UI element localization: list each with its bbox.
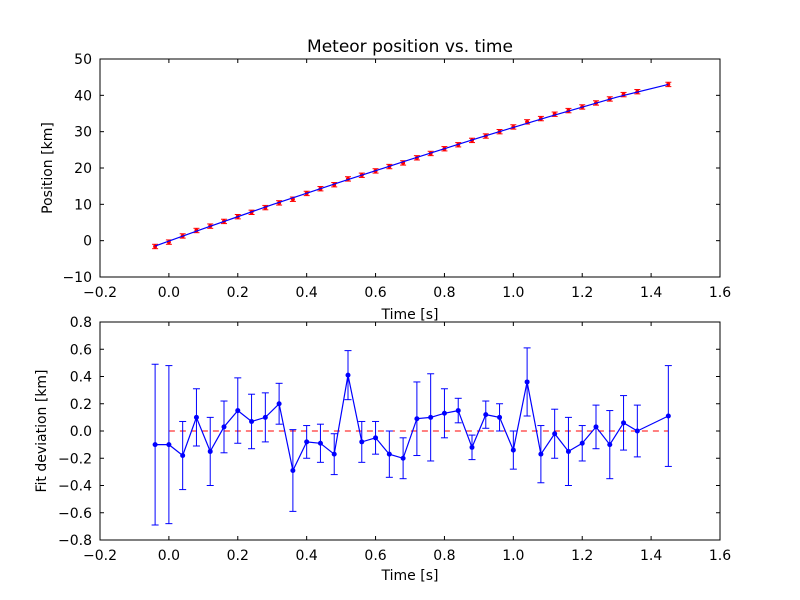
deviation-data-point (607, 442, 613, 448)
position-x-tick-label: 0.2 (227, 285, 249, 301)
deviation-data-point (483, 412, 489, 418)
deviation-y-tick-label: −0.4 (58, 479, 92, 495)
deviation-data-point (276, 401, 282, 407)
deviation-data-point (304, 439, 310, 445)
deviation-chart: −0.2 0.0 0.2 0.4 0.6 0.8 1.0 1.2 1.4 1.6 −0.8 −0.6… (34, 315, 731, 584)
deviation-data-point (538, 451, 544, 457)
position-fit-line (154, 83, 669, 247)
deviation-data-point (565, 448, 571, 454)
deviation-y-tick-label: −0.6 (58, 506, 92, 522)
deviation-data-point (152, 442, 158, 448)
deviation-y-tick-label: −0.2 (58, 451, 92, 467)
deviation-data-point (634, 428, 640, 434)
deviation-x-tick-label: 1.0 (502, 548, 524, 564)
deviation-data-point (373, 435, 379, 441)
deviation-data-point (359, 439, 365, 445)
deviation-y-tick-label: 0.0 (70, 424, 92, 440)
deviation-x-tick-label: 0.4 (296, 548, 318, 564)
position-y-tick-label: 20 (74, 161, 92, 177)
position-x-tick-label: 0.6 (364, 285, 386, 301)
deviation-x-axis-label: Time [s] (381, 568, 439, 584)
deviation-data-point (386, 451, 392, 457)
deviation-data-point (331, 451, 337, 457)
deviation-data-point (524, 379, 530, 385)
position-y-tick-label: 0 (83, 234, 92, 250)
deviation-y-tick-label: 0.6 (70, 342, 92, 358)
deviation-data-point (400, 455, 406, 461)
deviation-data-point (552, 431, 558, 437)
deviation-data-point (497, 414, 503, 420)
deviation-data-point (621, 420, 627, 426)
deviation-x-tick-label: 1.2 (571, 548, 593, 564)
deviation-y-tick-label: −0.8 (58, 533, 92, 549)
deviation-y-tick-label: 0.8 (70, 315, 92, 331)
deviation-data-point (665, 413, 671, 419)
position-x-tick-label: 1.0 (502, 285, 524, 301)
position-y-tick-label: −10 (62, 270, 92, 286)
deviation-data-point (193, 414, 199, 420)
position-x-tick-label: 1.2 (571, 285, 593, 301)
position-x-ticks: −0.2 0.0 0.2 0.4 0.6 0.8 1.0 1.2 1.4 1.6 (83, 59, 731, 301)
position-y-tick-label: 10 (74, 197, 92, 213)
position-x-tick-label: 0.4 (296, 285, 318, 301)
position-x-tick-label: 0.8 (433, 285, 455, 301)
deviation-x-ticks: −0.2 0.0 0.2 0.4 0.6 0.8 1.0 1.2 1.4 1.6 (83, 322, 731, 564)
position-axes-frame (99, 58, 721, 278)
deviation-x-tick-label: 0.2 (227, 548, 249, 564)
deviation-data-point (262, 414, 268, 420)
deviation-data-point (428, 414, 434, 420)
position-plot-area (152, 81, 672, 250)
position-data-point (666, 82, 671, 87)
deviation-plot-area (151, 347, 672, 526)
deviation-data-point (455, 408, 461, 414)
position-x-tick-label: −0.2 (83, 285, 117, 301)
deviation-data-point (469, 444, 475, 450)
deviation-y-tick-label: 0.2 (70, 397, 92, 413)
deviation-x-tick-label: 0.6 (364, 548, 386, 564)
deviation-y-tick-label: 0.4 (70, 370, 92, 386)
deviation-data-point (317, 440, 323, 446)
deviation-x-tick-label: 1.4 (640, 548, 662, 564)
deviation-data-point (441, 410, 447, 416)
deviation-data-point (414, 416, 420, 422)
position-y-axis-label: Position [km] (40, 122, 56, 214)
position-x-tick-label: 1.4 (640, 285, 662, 301)
position-y-tick-label: 50 (74, 52, 92, 68)
deviation-data-point (510, 447, 516, 453)
position-chart: Meteor position vs. time −0.2 0.0 0.2 0.4 0.… (40, 37, 731, 323)
position-x-tick-label: 0.0 (158, 285, 180, 301)
deviation-x-tick-label: 0.8 (433, 548, 455, 564)
deviation-axes-frame (99, 321, 721, 541)
deviation-data-point (180, 453, 186, 459)
position-x-tick-label: 1.6 (709, 285, 731, 301)
deviation-data-point (166, 442, 172, 448)
deviation-x-tick-label: 1.6 (709, 548, 731, 564)
deviation-data-point (593, 424, 599, 430)
deviation-y-axis-label: Fit deviation [km] (34, 369, 50, 492)
deviation-data-point (207, 448, 213, 454)
deviation-data-point (290, 468, 296, 474)
deviation-data-point (345, 372, 351, 378)
position-y-ticks: −10 0 10 20 30 40 50 (62, 52, 720, 286)
deviation-x-tick-label: 0.0 (158, 548, 180, 564)
deviation-data-point (221, 424, 227, 430)
chart-title: Meteor position vs. time (307, 37, 513, 57)
deviation-data-point (249, 418, 255, 424)
deviation-data-point (579, 440, 585, 446)
position-y-tick-label: 30 (74, 125, 92, 141)
position-x-axis-label: Time [s] (381, 307, 439, 323)
deviation-data-point (235, 408, 241, 414)
position-y-tick-label: 40 (74, 88, 92, 104)
deviation-x-tick-label: −0.2 (83, 548, 117, 564)
